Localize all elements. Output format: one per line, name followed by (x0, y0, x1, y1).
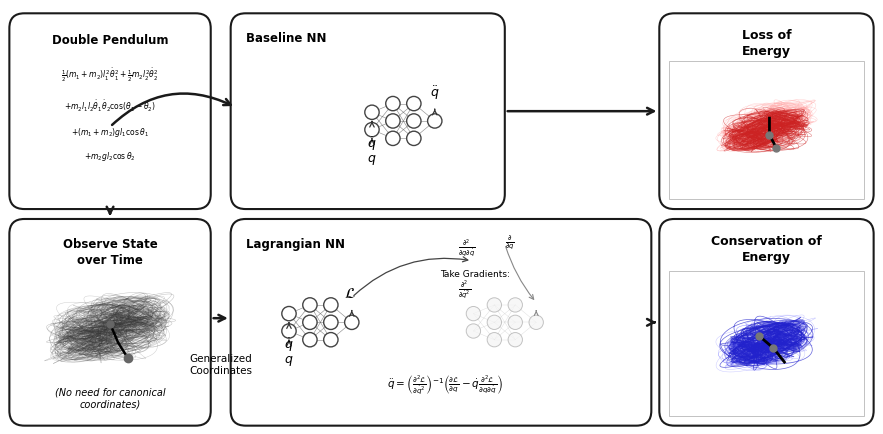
Circle shape (386, 97, 400, 112)
FancyBboxPatch shape (660, 14, 873, 210)
Circle shape (303, 298, 317, 312)
Text: $+m_2l_1l_2\dot{\theta}_1\dot{\theta}_2\cos(\theta_1-\theta_2)$: $+m_2l_1l_2\dot{\theta}_1\dot{\theta}_2\… (64, 99, 156, 114)
Circle shape (282, 307, 296, 321)
Text: $\dot{q}$: $\dot{q}$ (284, 336, 294, 353)
Circle shape (303, 316, 317, 330)
Circle shape (407, 97, 421, 112)
FancyBboxPatch shape (230, 14, 505, 210)
Text: Baseline NN: Baseline NN (245, 32, 326, 45)
Circle shape (466, 307, 480, 321)
Circle shape (282, 324, 296, 339)
Text: $+m_2gl_2\cos\theta_2$: $+m_2gl_2\cos\theta_2$ (84, 150, 136, 163)
Text: $q$: $q$ (367, 152, 377, 166)
FancyBboxPatch shape (10, 220, 211, 426)
Circle shape (407, 132, 421, 146)
Circle shape (386, 132, 400, 146)
Circle shape (508, 298, 523, 312)
Text: $\dot{q}$: $\dot{q}$ (367, 135, 377, 152)
FancyBboxPatch shape (230, 220, 652, 426)
Text: $\frac{\partial}{\partial q}$: $\frac{\partial}{\partial q}$ (505, 234, 515, 252)
Text: Conservation of
Energy: Conservation of Energy (711, 234, 822, 263)
Text: Loss of
Energy: Loss of Energy (742, 29, 791, 58)
Circle shape (427, 115, 442, 129)
Circle shape (324, 316, 338, 330)
Text: Observe State
over Time: Observe State over Time (63, 237, 157, 266)
FancyBboxPatch shape (660, 220, 873, 426)
Circle shape (303, 333, 317, 347)
Text: Generalized
Coordinates: Generalized Coordinates (189, 353, 253, 375)
Text: Double Pendulum: Double Pendulum (52, 34, 169, 47)
Circle shape (324, 333, 338, 347)
Circle shape (487, 333, 502, 347)
Circle shape (365, 106, 379, 120)
Text: $\frac{\partial^2}{\partial q\partial\dot{q}}$: $\frac{\partial^2}{\partial q\partial\do… (458, 237, 476, 258)
Circle shape (466, 324, 480, 339)
Circle shape (407, 115, 421, 129)
Circle shape (487, 298, 502, 312)
Circle shape (324, 298, 338, 312)
Bar (669, 271, 864, 416)
Text: $\frac{\partial^2}{\partial\dot{q}^2}$: $\frac{\partial^2}{\partial\dot{q}^2}$ (458, 279, 472, 300)
Text: Take Gradients:: Take Gradients: (440, 269, 509, 278)
Text: $\ddot{q}$: $\ddot{q}$ (430, 84, 440, 102)
Circle shape (487, 316, 502, 330)
Circle shape (386, 115, 400, 129)
Bar (669, 62, 864, 200)
Text: $+(m_1+m_2)gl_1\cos\theta_1$: $+(m_1+m_2)gl_1\cos\theta_1$ (71, 125, 149, 138)
FancyBboxPatch shape (10, 14, 211, 210)
Circle shape (529, 316, 543, 330)
Circle shape (365, 123, 379, 138)
Circle shape (508, 316, 523, 330)
Text: (No need for canonical
coordinates): (No need for canonical coordinates) (55, 386, 165, 409)
Text: $\mathcal{L}$: $\mathcal{L}$ (343, 287, 356, 301)
Text: $q$: $q$ (284, 353, 294, 367)
Circle shape (508, 333, 523, 347)
Text: $\ddot{q}=\left(\frac{\partial^2\mathcal{L}}{\partial\dot{q}^2}\right)^{-1}\left: $\ddot{q}=\left(\frac{\partial^2\mathcal… (387, 373, 503, 396)
Circle shape (344, 316, 359, 330)
Text: $\frac{1}{2}(m_1+m_2)l_1^2\dot{\theta}_1^2+\frac{1}{2}m_2l_2^2\dot{\theta}_2^2$: $\frac{1}{2}(m_1+m_2)l_1^2\dot{\theta}_1… (61, 66, 159, 83)
Text: Lagrangian NN: Lagrangian NN (245, 237, 344, 250)
